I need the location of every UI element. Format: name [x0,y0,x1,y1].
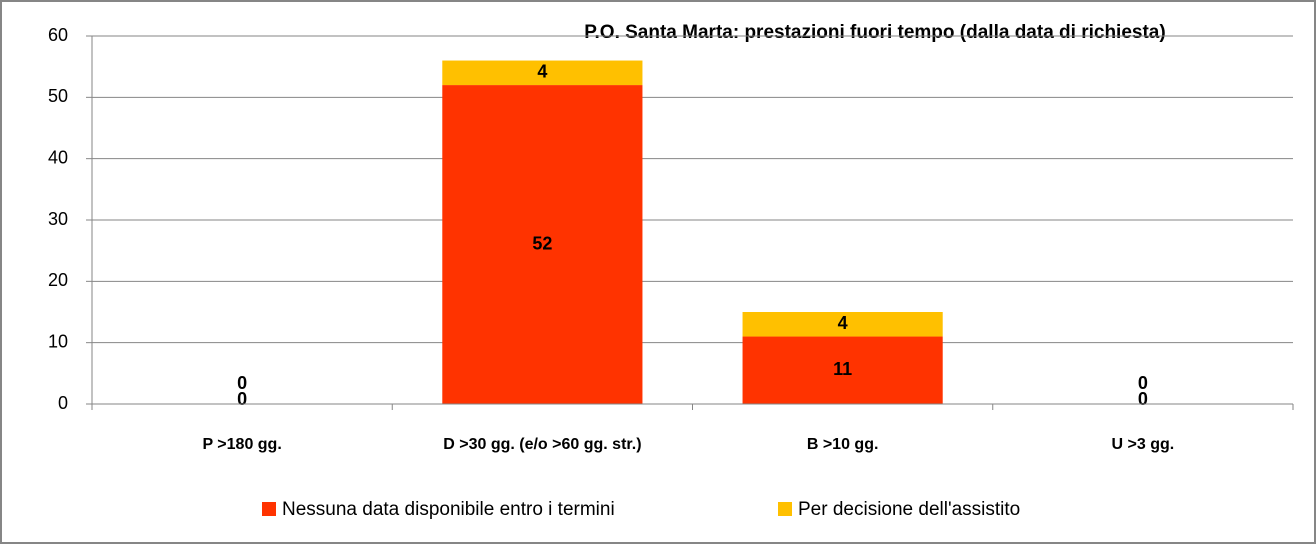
bar-segment [742,336,943,404]
x-tick-label: D >30 gg. (e/o >60 gg. str.) [443,436,641,453]
legend-label: Per decisione dell'assistito [798,499,1020,520]
y-tick-label: 10 [48,331,68,351]
chart-title: P.O. Santa Marta: prestazioni fuori temp… [584,22,1165,43]
data-label: 0 [1138,373,1148,393]
y-tick-label: 60 [48,25,68,45]
x-tick-label: B >10 gg. [807,436,879,453]
y-tick-label: 20 [48,270,68,290]
data-label: 52 [532,233,552,253]
data-label: 0 [237,389,247,409]
y-tick-label: 50 [48,86,68,106]
x-tick-label: P >180 gg. [202,436,281,453]
bar-segment [442,60,643,86]
bar-segment [442,85,643,405]
x-tick-label: U >3 gg. [1112,436,1175,453]
data-label: 11 [833,359,852,379]
legend-swatch [778,502,792,516]
y-tick-label: 0 [58,393,68,413]
data-label: 0 [237,373,247,393]
data-label: 0 [1138,389,1148,409]
y-tick-label: 40 [48,147,68,167]
data-label: 4 [537,62,547,82]
legend-label: Nessuna data disponibile entro i termini [282,499,615,520]
bar-segment [742,312,943,337]
data-label: 4 [838,313,848,333]
legend-swatch [262,502,276,516]
y-tick-label: 30 [48,209,68,229]
